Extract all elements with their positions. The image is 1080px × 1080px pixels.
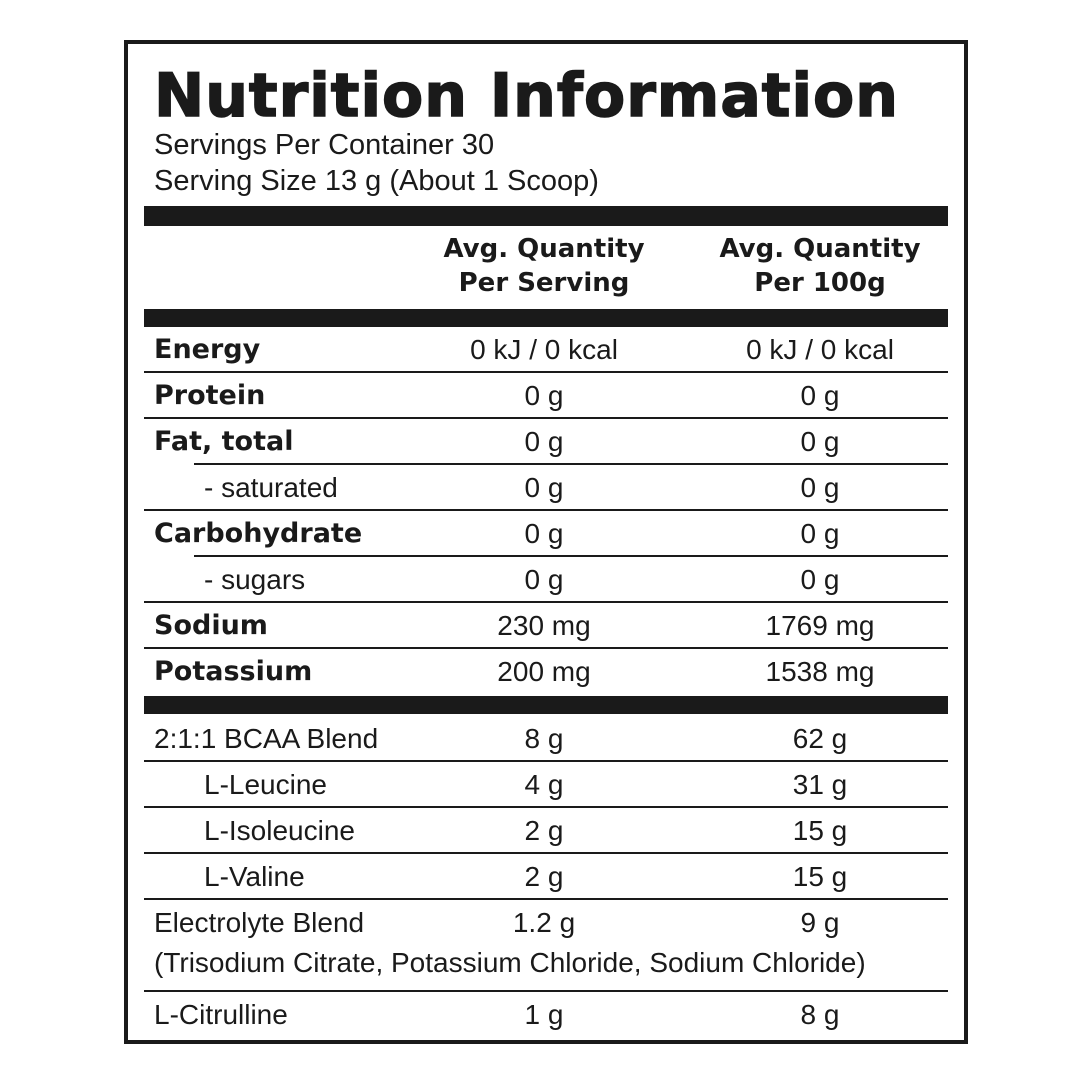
row-divider [144,852,948,854]
nutrient-row-fat-total: Fat, total 0 g 0 g [144,419,948,465]
column-header-line: Avg. Quantity [443,234,645,264]
value-per-serving: 0 g [524,564,564,595]
value-per-100g: 1538 mg [765,656,875,687]
column-header-line: Avg. Quantity [719,234,921,264]
divider-bar-top [144,206,948,226]
row-divider [144,417,948,419]
serving-size: Serving Size 13 g (About 1 Scoop) [154,165,599,197]
nutrient-row-energy: Energy 0 kJ / 0 kcal 0 kJ / 0 kcal [144,327,948,373]
column-header-line: Per Serving [458,268,630,298]
value-per-100g: 1769 mg [765,610,875,641]
ingredient-row-leucine: L-Leucine 4 g 31 g [144,762,948,808]
nutrient-row-saturated: - saturated 0 g 0 g [144,465,948,511]
column-header-line: Per 100g [754,268,886,298]
nutrient-row-sugars: - sugars 0 g 0 g [144,557,948,603]
nutrient-name: Carbohydrate [154,518,363,549]
ingredient-name: L-Isoleucine [204,815,355,846]
row-divider [144,806,948,808]
row-divider [144,371,948,373]
value-per-100g: 0 g [800,518,840,549]
column-header-per-100g: Avg. Quantity Per 100g [670,232,970,300]
value-per-100g: 9 g [800,907,840,938]
value-per-serving: 0 g [524,518,564,549]
value-per-serving: 1.2 g [512,907,576,938]
nutrient-name: Fat, total [154,426,294,457]
nutrient-row-protein: Protein 0 g 0 g [144,373,948,419]
nutrient-row-carbohydrate: Carbohydrate 0 g 0 g [144,511,948,557]
nutrient-row-sodium: Sodium 230 mg 1769 mg [144,603,948,649]
row-divider [144,990,948,992]
value-per-100g: 0 kJ / 0 kcal [746,334,894,365]
row-divider [144,647,948,649]
value-per-100g: 62 g [792,723,848,754]
value-per-100g: 15 g [792,815,848,846]
servings-per-container: Servings Per Container 30 [154,129,495,161]
value-per-100g: 0 g [800,380,840,411]
value-per-100g: 0 g [800,426,840,457]
ingredient-name: 2:1:1 BCAA Blend [154,723,379,754]
value-per-serving: 8 g [524,723,564,754]
row-divider [144,760,948,762]
value-per-serving: 0 g [524,380,564,411]
ingredient-name: L-Leucine [204,769,327,800]
value-per-serving: 0 g [524,472,564,503]
value-per-serving: 1 g [524,999,564,1030]
value-per-serving: 230 mg [497,610,591,641]
ingredient-name: Electrolyte Blend [154,907,365,938]
ingredient-name: L-Valine [204,861,305,892]
value-per-serving: 4 g [524,769,564,800]
nutrient-name: - sugars [204,564,306,595]
ingredient-row-electrolyte-blend: Electrolyte Blend 1.2 g 9 g (Trisodium C… [144,900,948,992]
value-per-100g: 0 g [800,472,840,503]
row-divider [144,601,948,603]
nutrient-name: Sodium [154,610,268,641]
value-per-100g: 0 g [800,564,840,595]
nutrient-name: Protein [154,380,266,411]
ingredient-row-citrulline: L-Citrulline 1 g 8 g [144,992,948,1038]
value-per-serving: 200 mg [497,656,591,687]
nutrient-row-potassium: Potassium 200 mg 1538 mg [144,649,948,695]
value-per-100g: 8 g [800,999,840,1030]
nutrient-name: - saturated [204,472,338,503]
value-per-serving: 2 g [524,861,564,892]
column-header-per-serving: Avg. Quantity Per Serving [394,232,694,300]
ingredient-row-valine: L-Valine 2 g 15 g [144,854,948,900]
divider-bar-header [144,309,948,327]
ingredient-note: (Trisodium Citrate, Potassium Chloride, … [154,947,866,978]
value-per-serving: 0 kJ / 0 kcal [470,334,618,365]
nutrient-name: Potassium [154,656,313,687]
ingredient-row-bcaa-blend: 2:1:1 BCAA Blend 8 g 62 g [144,716,948,762]
value-per-serving: 2 g [524,815,564,846]
row-divider [194,463,948,465]
value-per-100g: 31 g [792,769,848,800]
ingredient-row-isoleucine: L-Isoleucine 2 g 15 g [144,808,948,854]
row-divider [144,509,948,511]
nutrition-panel: Nutrition Information Servings Per Conta… [124,40,968,1044]
nutrient-name: Energy [154,334,261,365]
row-divider [144,898,948,900]
row-divider [194,555,948,557]
divider-bar-middle [144,696,948,714]
value-per-100g: 15 g [792,861,848,892]
value-per-serving: 0 g [524,426,564,457]
panel-title: Nutrition Information [153,60,899,132]
ingredient-name: L-Citrulline [154,999,288,1030]
